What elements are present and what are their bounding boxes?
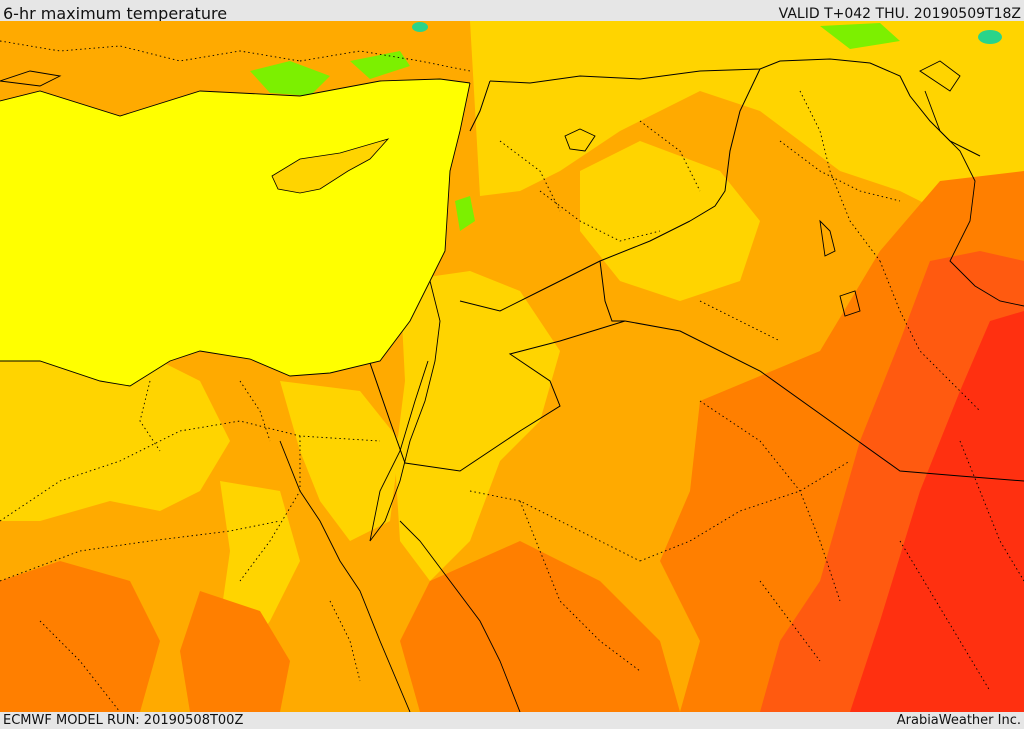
map-canvas (0, 21, 1024, 712)
temp-zone-hot-west (0, 561, 160, 712)
temp-zone-cool-iran (820, 23, 900, 49)
country-borders (369, 58, 1024, 482)
temp-zone-egypt-west (0, 351, 230, 521)
temp-zone-sinai (280, 381, 400, 541)
valid-time-label: VALID T+042 THU. 20190509T18Z (778, 6, 1021, 22)
footer-bar: ECMWF MODEL RUN: 20190508T00Z ArabiaWeat… (0, 712, 1024, 729)
temp-zone-cool-turkey-2 (350, 51, 410, 79)
temperature-map (0, 21, 1024, 712)
temp-zone-north (0, 21, 1024, 231)
temp-zone-cool-spot-2 (412, 22, 428, 32)
province-borders (0, 40, 1024, 712)
temp-zone-hot-mid (180, 591, 290, 712)
cyprus-island (271, 138, 390, 194)
map-title: 6-hr maximum temperature (3, 4, 228, 23)
temp-zone-hot-south (400, 541, 680, 712)
header-bar: 6-hr maximum temperature VALID T+042 THU… (0, 0, 1024, 23)
model-run-label: ECMWF MODEL RUN: 20190508T00Z (3, 713, 244, 728)
temp-zone-hottest (850, 311, 1024, 712)
temp-zone-cool-lebanon (455, 196, 475, 231)
temp-zone-cool-turkey-1 (250, 61, 330, 96)
temp-zone-cool-spot (978, 30, 1002, 44)
credit-label: ArabiaWeather Inc. (896, 713, 1021, 728)
temp-zone-arabia-mid (580, 141, 760, 301)
